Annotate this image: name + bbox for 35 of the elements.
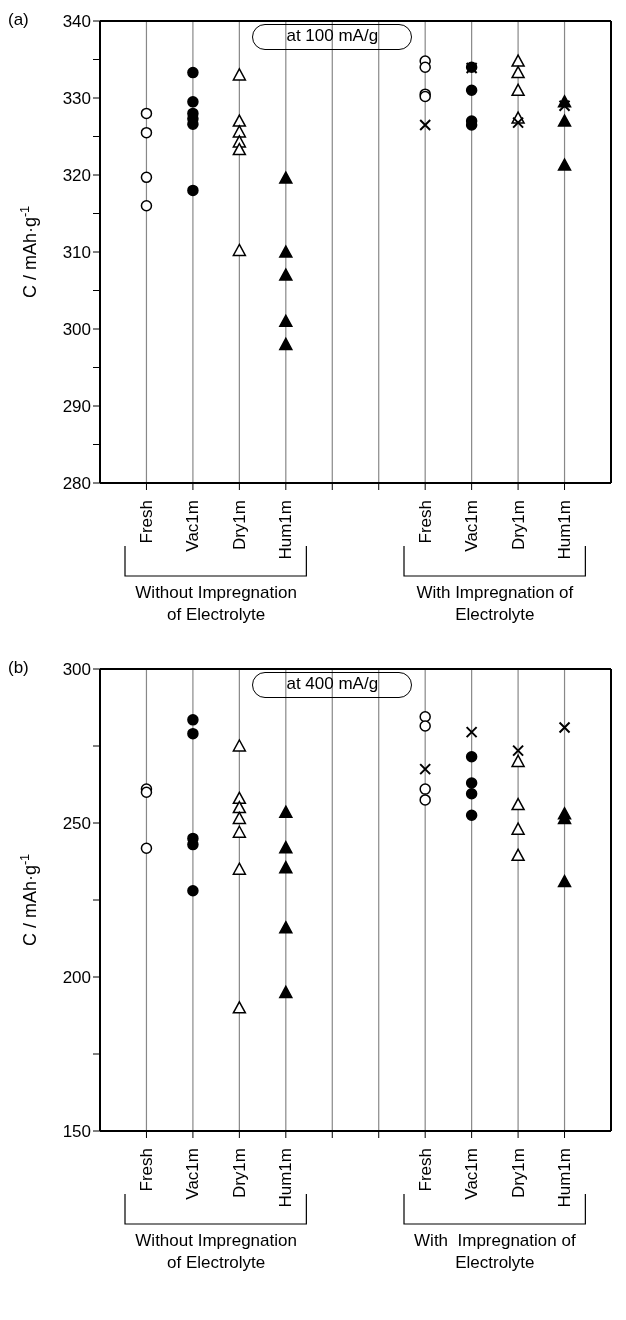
y-tick-label: 320: [62, 166, 91, 186]
chart-title: (b): [8, 658, 29, 678]
y-tick-label: 340: [62, 12, 91, 32]
text: Without Impregnation of Electrolyte: [134, 1230, 298, 1274]
y-tick-label: 300: [62, 320, 91, 340]
y-tick-label: 310: [62, 243, 91, 263]
annotation: at 400 mA/g: [285, 674, 380, 694]
y-tick-label: 290: [62, 397, 91, 417]
x-tick-label: Dry1m: [229, 1148, 249, 1199]
x-tick-label: Dry1m: [229, 500, 249, 551]
x-tick-label: Fresh: [136, 1148, 156, 1192]
x-tick-label: Dry1m: [508, 1148, 528, 1199]
y-tick-label: 300: [62, 660, 91, 680]
y-tick-label: 200: [62, 968, 91, 988]
x-tick-label: Vac1m: [462, 500, 482, 552]
x-tick-label: Hum1m: [555, 500, 575, 560]
y-tick-label: 330: [62, 89, 91, 109]
text: With Impregnation of Electrolyte: [413, 1230, 577, 1274]
x-tick-label: Fresh: [415, 1148, 435, 1192]
y-tick-label: 280: [62, 474, 91, 494]
x-tick-label: Vac1m: [462, 1148, 482, 1200]
chart-title: (a): [8, 10, 29, 30]
x-tick-label: Fresh: [415, 500, 435, 544]
x-tick-label: Hum1m: [276, 1148, 296, 1208]
y-tick-label: 250: [62, 814, 91, 834]
x-tick-label: Fresh: [136, 500, 156, 544]
x-tick-label: Dry1m: [508, 500, 528, 551]
text: Without Impregnation of Electrolyte: [134, 582, 298, 626]
x-tick-label: Hum1m: [276, 500, 296, 560]
text: With Impregnation of Electrolyte: [415, 582, 575, 626]
y-tick-label: 150: [62, 1122, 91, 1142]
x-tick-label: Hum1m: [555, 1148, 575, 1208]
x-tick-label: Vac1m: [183, 1148, 203, 1200]
annotation: at 100 mA/g: [285, 26, 380, 46]
x-tick-label: Vac1m: [183, 500, 203, 552]
